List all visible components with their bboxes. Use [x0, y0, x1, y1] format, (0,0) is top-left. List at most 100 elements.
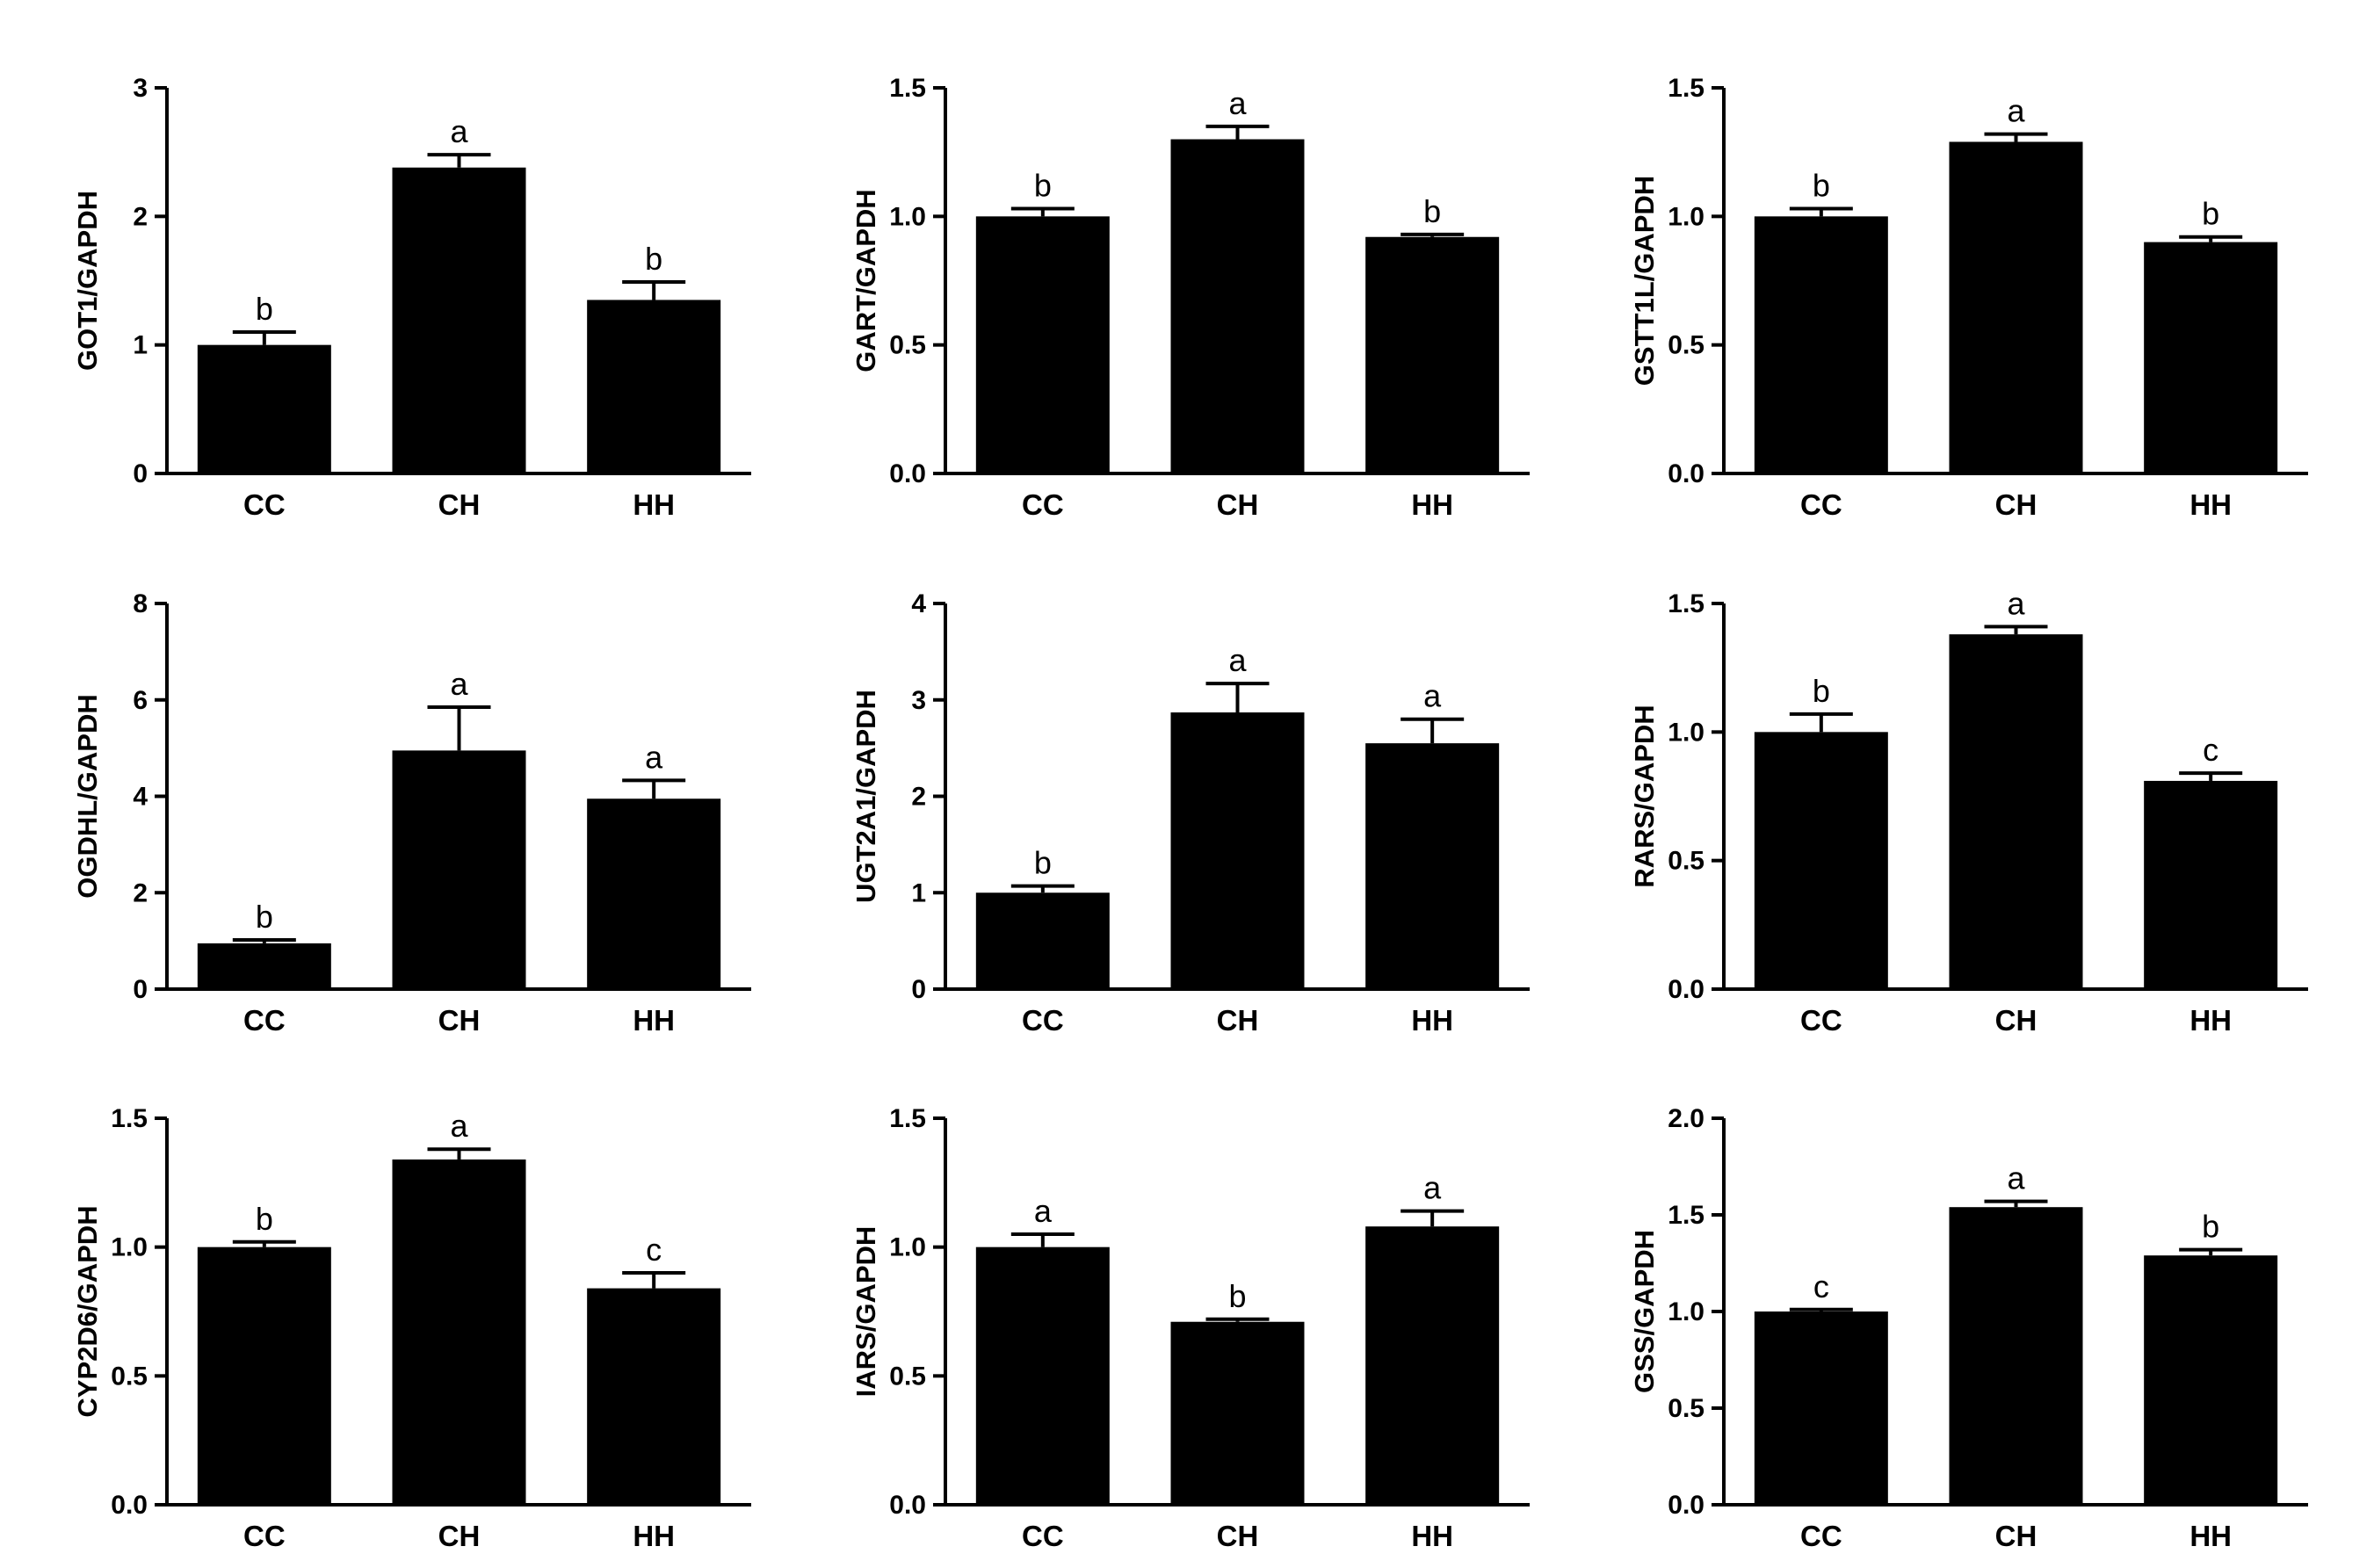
- bar-hh: [587, 798, 721, 989]
- significance-label: a: [2007, 93, 2025, 129]
- significance-label: b: [1813, 673, 1830, 709]
- bar-cc: [1754, 216, 1888, 474]
- x-tick-label: HH: [1411, 1520, 1453, 1552]
- bar-ch: [1170, 139, 1305, 474]
- chart-panel-2: 0.0 0.5 1.0 1.5 GART/GAPDH b CC a CH b HH: [850, 74, 1530, 521]
- significance-label: a: [450, 113, 468, 149]
- x-tick-label: HH: [633, 1520, 675, 1552]
- significance-label: a: [645, 739, 663, 775]
- x-tick-label: CC: [243, 488, 286, 521]
- y-tick-label: 0.5: [889, 1362, 926, 1391]
- chart-panel-5: 0 1 2 3 4 UGT2A1/GAPDH b CC a CH a HH: [850, 589, 1530, 1037]
- chart-panel-3: 0.0 0.5 1.0 1.5 GSTT1L/GAPDH b CC a CH b HH: [1629, 74, 2308, 521]
- x-tick-label: CC: [1022, 488, 1064, 521]
- significance-label: c: [1813, 1268, 1829, 1304]
- bar-hh: [587, 300, 721, 473]
- x-tick-label: HH: [633, 488, 675, 521]
- y-tick-label: 8: [133, 589, 148, 618]
- y-tick-label: 1.5: [111, 1104, 148, 1133]
- y-tick-label: 1.5: [1668, 589, 1705, 618]
- y-tick-label: 4: [133, 783, 148, 812]
- significance-label: a: [1228, 642, 1247, 678]
- significance-label: a: [2007, 585, 2025, 621]
- chart-panel-9: 0.0 0.5 1.0 1.5 2.0 GSS/GAPDH c CC a CH b HH: [1629, 1104, 2308, 1552]
- x-tick-label: CH: [1217, 1004, 1259, 1037]
- y-axis-label: OGDHL/GAPDH: [72, 694, 103, 899]
- chart-panel-1: 0 1 2 3 GOT1/GAPDH b CC a CH b HH: [72, 74, 751, 521]
- significance-label: a: [1228, 85, 1247, 121]
- y-tick-label: 3: [911, 686, 926, 715]
- significance-label: b: [1228, 1278, 1246, 1314]
- x-tick-label: CH: [438, 488, 481, 521]
- y-tick-label: 0: [133, 975, 148, 1004]
- y-tick-label: 0.0: [1668, 459, 1705, 488]
- bar-ch: [1949, 141, 2083, 473]
- significance-label: b: [256, 899, 273, 935]
- x-tick-label: CC: [243, 1520, 286, 1552]
- bar-ch: [392, 167, 526, 473]
- y-tick-label: 0.0: [1668, 975, 1705, 1004]
- y-tick-label: 3: [133, 74, 148, 103]
- x-tick-label: CC: [1022, 1004, 1064, 1037]
- y-tick-label: 0.5: [1668, 331, 1705, 360]
- y-axis-label: IARS/GAPDH: [850, 1226, 881, 1398]
- bar-cc: [1754, 732, 1888, 989]
- y-tick-label: 0.0: [889, 459, 926, 488]
- significance-label: b: [1034, 845, 1052, 881]
- y-axis-label: UGT2A1/GAPDH: [850, 690, 881, 903]
- y-tick-label: 1.0: [111, 1233, 148, 1262]
- y-tick-label: 0.0: [111, 1491, 148, 1520]
- bar-cc: [1754, 1311, 1888, 1505]
- y-tick-label: 2.0: [1668, 1104, 1705, 1133]
- x-tick-label: HH: [2189, 488, 2232, 521]
- bar-ch: [1170, 712, 1305, 989]
- x-tick-label: HH: [633, 1004, 675, 1037]
- x-tick-label: HH: [1411, 1004, 1453, 1037]
- bar-ch: [1949, 634, 2083, 989]
- y-tick-label: 0.0: [889, 1491, 926, 1520]
- y-tick-label: 0: [911, 975, 926, 1004]
- bar-hh: [1365, 236, 1500, 473]
- bar-ch: [1949, 1207, 2083, 1505]
- significance-label: b: [1423, 193, 1441, 229]
- x-tick-label: CH: [438, 1004, 481, 1037]
- y-tick-label: 0.0: [1668, 1491, 1705, 1520]
- significance-label: a: [450, 666, 468, 702]
- significance-label: a: [1034, 1193, 1053, 1229]
- y-tick-label: 0.5: [1668, 847, 1705, 876]
- x-tick-label: CC: [1800, 488, 1842, 521]
- significance-label: b: [256, 291, 273, 327]
- significance-label: c: [646, 1232, 662, 1268]
- bar-hh: [2144, 1255, 2278, 1505]
- x-tick-label: CH: [1995, 488, 2037, 521]
- y-tick-label: 4: [911, 589, 926, 618]
- y-tick-label: 2: [133, 202, 148, 231]
- bar-cc: [975, 892, 1110, 989]
- bar-hh: [1365, 743, 1500, 989]
- x-tick-label: CC: [1022, 1520, 1064, 1552]
- y-tick-label: 0.5: [111, 1362, 148, 1391]
- y-axis-label: GSTT1L/GAPDH: [1629, 176, 1660, 386]
- chart-panel-8: 0.0 0.5 1.0 1.5 IARS/GAPDH a CC b CH a HH: [850, 1104, 1530, 1552]
- bar-cc: [197, 1246, 331, 1505]
- y-tick-label: 2: [133, 878, 148, 907]
- significance-label: b: [1034, 168, 1052, 204]
- bar-cc: [975, 216, 1110, 474]
- bar-cc: [975, 1246, 1110, 1505]
- significance-label: b: [2202, 1209, 2219, 1245]
- x-tick-label: CH: [1217, 488, 1259, 521]
- x-tick-label: CH: [1217, 1520, 1259, 1552]
- y-tick-label: 1.5: [1668, 74, 1705, 103]
- x-tick-label: HH: [1411, 488, 1453, 521]
- y-axis-label: GOT1/GAPDH: [72, 191, 103, 371]
- y-axis-label: GSS/GAPDH: [1629, 1230, 1660, 1393]
- y-tick-label: 1.5: [889, 74, 926, 103]
- significance-label: b: [1813, 168, 1830, 204]
- y-tick-label: 1.5: [1668, 1201, 1705, 1230]
- x-tick-label: HH: [2189, 1520, 2232, 1552]
- significance-label: a: [1423, 1170, 1442, 1206]
- bar-hh: [2144, 242, 2278, 473]
- significance-label: b: [256, 1201, 273, 1237]
- y-tick-label: 0: [133, 459, 148, 488]
